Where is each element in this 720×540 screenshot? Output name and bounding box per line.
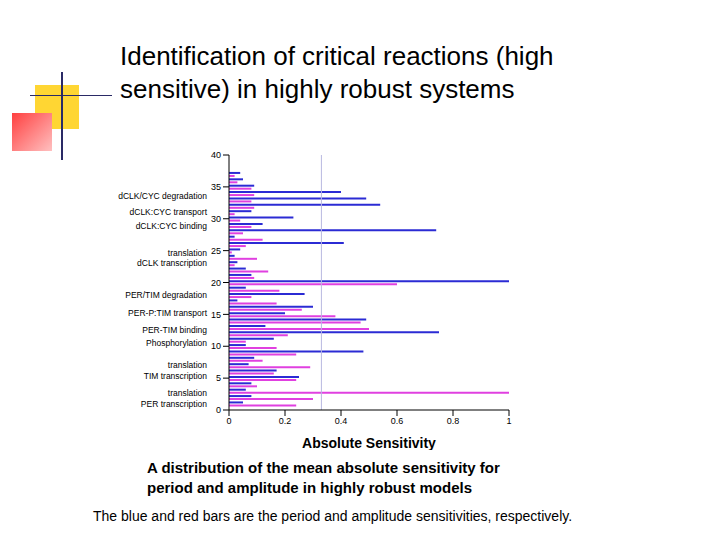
svg-text:25: 25	[211, 246, 221, 256]
svg-text:translation: translation	[168, 248, 207, 258]
svg-text:0.4: 0.4	[335, 416, 348, 426]
svg-text:Phosphorylation: Phosphorylation	[146, 338, 207, 348]
html-text:The blue and red bars are the: The blue and red bars are the period and…	[93, 508, 573, 524]
html-text:A distribution of the mean abs: A distribution of the mean absolute sens…	[147, 459, 500, 496]
svg-text:35: 35	[211, 182, 221, 192]
svg-text:translation: translation	[168, 360, 207, 370]
svg-text:0.8: 0.8	[447, 416, 460, 426]
svg-text:40: 40	[211, 150, 221, 160]
svg-text:dCLK:CYC binding: dCLK:CYC binding	[136, 221, 208, 231]
svg-text:5: 5	[216, 373, 221, 383]
svg-text:30: 30	[211, 214, 221, 224]
svg-text:1: 1	[506, 416, 511, 426]
svg-text:dCLK:CYC transport: dCLK:CYC transport	[130, 207, 208, 217]
svg-text:dCLK transcription: dCLK transcription	[137, 258, 207, 268]
svg-text:0: 0	[216, 405, 221, 415]
svg-text:0.2: 0.2	[279, 416, 292, 426]
svg-text:15: 15	[211, 310, 221, 320]
svg-text:TIM transcription: TIM transcription	[144, 371, 208, 381]
svg-text:PER-TIM binding: PER-TIM binding	[142, 325, 207, 335]
svg-text:PER-P:TIM transport: PER-P:TIM transport	[128, 308, 208, 318]
svg-text:dCLK/CYC degradation: dCLK/CYC degradation	[118, 191, 207, 201]
svg-text:0.6: 0.6	[391, 416, 404, 426]
svg-text:PER/TIM degradation: PER/TIM degradation	[125, 290, 207, 300]
html-text:Identification of critical rea: Identification of critical reactions (hi…	[120, 41, 554, 104]
svg-text:20: 20	[211, 278, 221, 288]
svg-text:0: 0	[226, 416, 231, 426]
svg-text:10: 10	[211, 341, 221, 351]
svg-text:translation: translation	[168, 388, 207, 398]
svg-text:PER transcription: PER transcription	[141, 399, 207, 409]
svg-text:Absolute Sensitivity: Absolute Sensitivity	[302, 435, 436, 450]
